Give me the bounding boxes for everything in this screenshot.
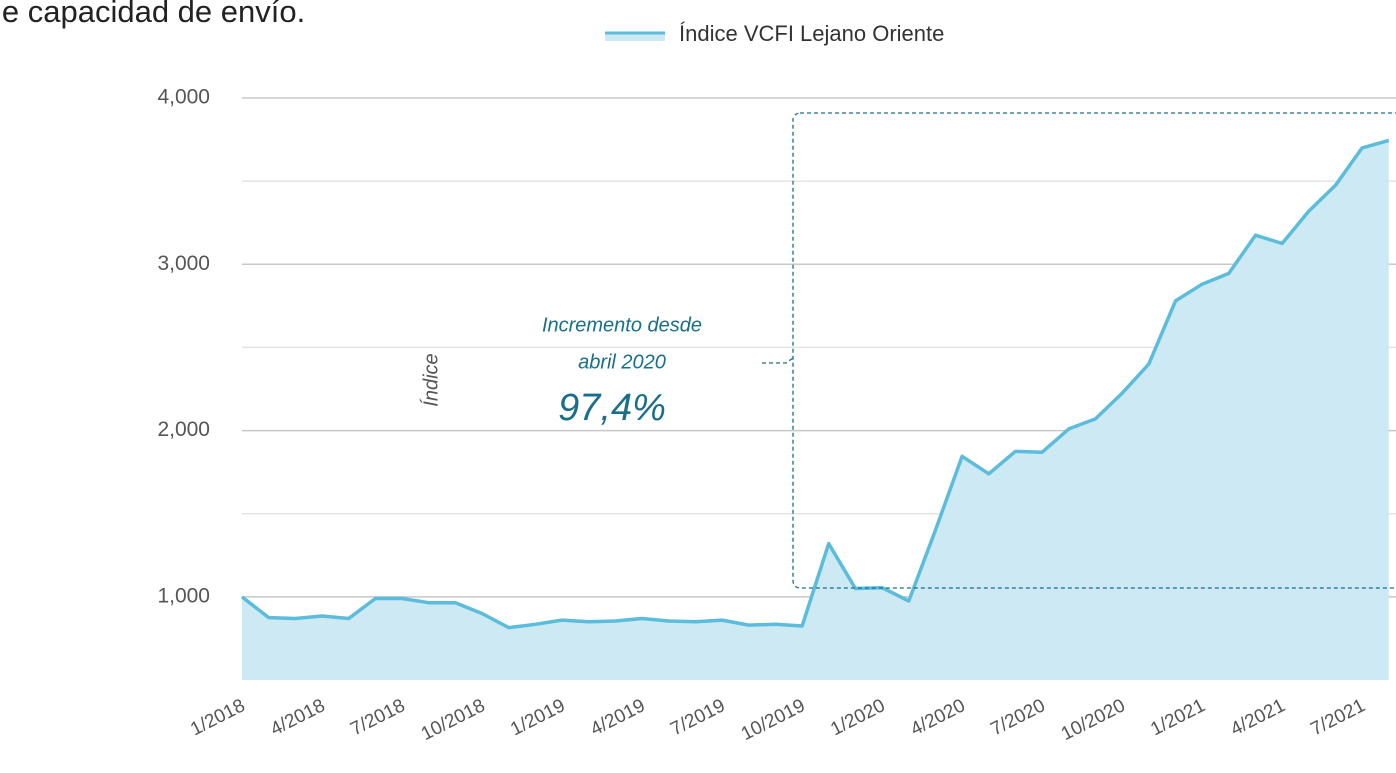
- annotation-text: abril 2020: [578, 351, 666, 373]
- x-tick-label: 4/2021: [1227, 695, 1288, 740]
- x-tick-label: 1/2021: [1147, 695, 1208, 740]
- legend-swatch: [605, 32, 665, 41]
- y-tick-label: 3,000: [157, 252, 210, 275]
- x-tick-label: 1/2020: [827, 695, 888, 740]
- x-tick-label: 4/2019: [587, 695, 648, 740]
- x-tick-label: 7/2021: [1307, 695, 1368, 740]
- annotation-connector: [762, 357, 794, 364]
- area-fill: [242, 140, 1389, 680]
- x-tick-label: 1/2019: [507, 695, 568, 740]
- x-tick-label: 4/2018: [267, 695, 328, 740]
- title: le capacidad de envío.: [0, 0, 305, 29]
- x-tick-label: 1/2018: [187, 695, 248, 740]
- y-tick-label: 1,000: [157, 584, 210, 607]
- y-tick-label: 4,000: [157, 86, 210, 109]
- plot: 1,000 2,000 3,000 4,000: [157, 86, 1396, 680]
- x-tick-label: 7/2018: [347, 695, 408, 740]
- line: [240, 138, 1390, 630]
- annotation-box: [792, 112, 1396, 589]
- annotation-value: 97,4%: [558, 387, 666, 429]
- legend-label: Índice VCFI Lejano Oriente: [679, 21, 944, 46]
- x-tick-label: 10/2018: [418, 695, 489, 745]
- x-tick-label: 4/2020: [907, 695, 968, 740]
- x-tick-label: 7/2020: [987, 695, 1048, 740]
- annotation-text: Incremento desde: [542, 314, 702, 336]
- y-axis-label: Índice: [419, 353, 442, 406]
- y-tick-label: 2,000: [157, 418, 210, 441]
- x-tick-label: 10/2020: [1058, 695, 1129, 745]
- x-tick-label: 10/2019: [738, 695, 809, 745]
- x-tick-label: 7/2019: [667, 695, 728, 740]
